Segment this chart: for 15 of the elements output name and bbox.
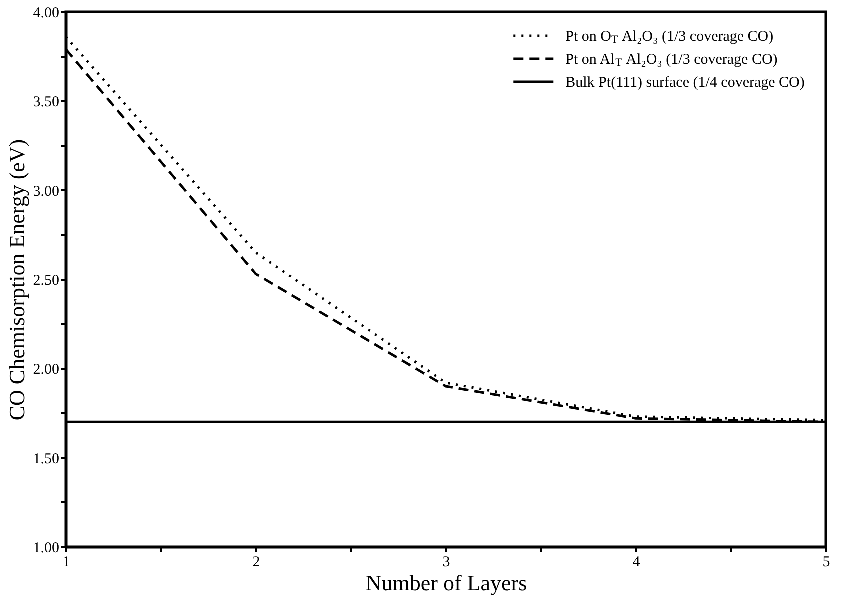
y-tick-label: 1.00 xyxy=(33,540,60,556)
y-tick-label: 2.00 xyxy=(33,362,60,378)
y-axis-title: CO Chemisorption Energy (eV) xyxy=(4,139,30,421)
x-tick-label: 3 xyxy=(442,554,450,570)
x-tick-label: 1 xyxy=(62,554,70,570)
x-axis-title: Number of Layers xyxy=(366,570,528,596)
y-tick-label: 2.50 xyxy=(33,273,60,289)
y-tick-label: 1.50 xyxy=(33,451,60,468)
x-tick-label: 5 xyxy=(822,554,830,570)
x-tick-label: 2 xyxy=(252,554,260,570)
y-tick-label: 4.00 xyxy=(33,6,60,22)
legend-label: Bulk Pt(111) surface (1/4 coverage CO) xyxy=(566,75,805,91)
y-tick-label: 3.50 xyxy=(33,94,60,111)
y-tick-label: 3.00 xyxy=(33,184,60,200)
x-tick-label: 4 xyxy=(632,554,641,570)
